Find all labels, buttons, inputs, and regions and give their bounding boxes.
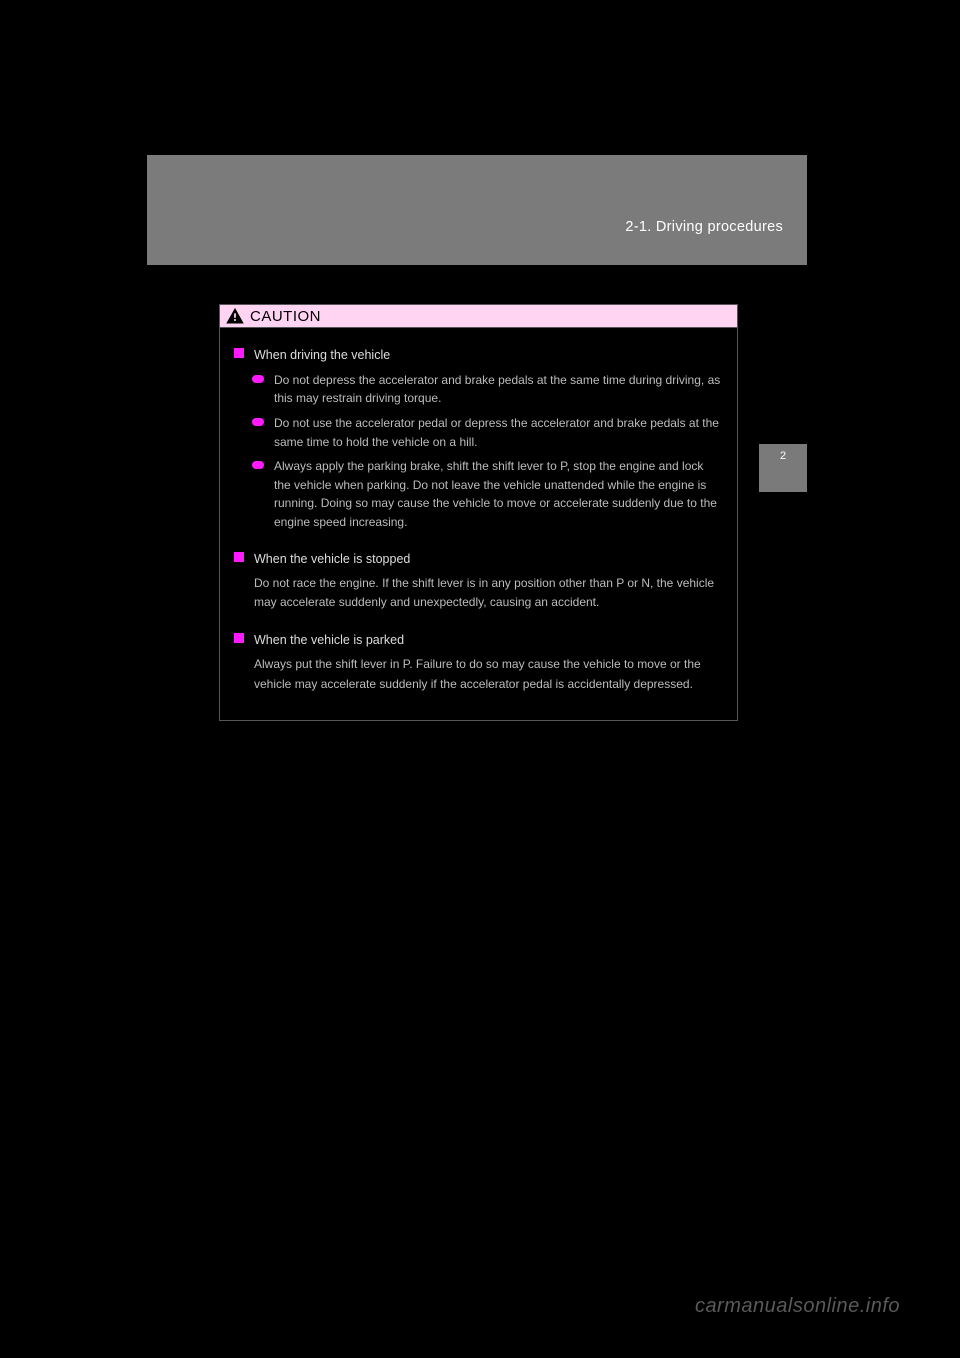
section-heading: When the vehicle is stopped — [234, 550, 723, 569]
caution-section: When driving the vehicle Do not depress … — [234, 346, 723, 532]
caution-box: CAUTION When driving the vehicle Do not … — [219, 304, 738, 721]
section-breadcrumb: 2-1. Driving procedures — [625, 219, 783, 235]
watermark-text: carmanualsonline.info — [695, 1295, 900, 1318]
chapter-number: 2 — [780, 450, 786, 462]
section-heading-text: When driving the vehicle — [254, 348, 390, 362]
list-item: Do not depress the accelerator and brake… — [252, 371, 723, 408]
section-heading-text: When the vehicle is stopped — [254, 552, 410, 566]
square-bullet-icon — [234, 633, 244, 643]
caution-label: CAUTION — [250, 308, 321, 325]
caution-header: CAUTION — [219, 304, 738, 328]
caution-section: When the vehicle is parked Always put th… — [234, 631, 723, 694]
pill-bullet-icon — [252, 375, 264, 383]
list-item: Do not use the accelerator pedal or depr… — [252, 414, 723, 451]
section-paragraph: Do not race the engine. If the shift lev… — [234, 574, 723, 612]
pill-bullet-icon — [252, 461, 264, 469]
section-heading: When driving the vehicle — [234, 346, 723, 365]
page-header-bar: 2-1. Driving procedures — [147, 155, 807, 265]
section-heading: When the vehicle is parked — [234, 631, 723, 650]
pill-bullet-icon — [252, 418, 264, 426]
square-bullet-icon — [234, 348, 244, 358]
bullet-text: Do not use the accelerator pedal or depr… — [274, 414, 723, 451]
square-bullet-icon — [234, 552, 244, 562]
section-paragraph: Always put the shift lever in P. Failure… — [234, 655, 723, 693]
warning-triangle-icon — [226, 308, 244, 324]
chapter-index-tab: 2 — [759, 444, 807, 492]
list-item: Always apply the parking brake, shift th… — [252, 457, 723, 531]
caution-section: When the vehicle is stopped Do not race … — [234, 550, 723, 613]
caution-body: When driving the vehicle Do not depress … — [219, 328, 738, 721]
bullet-text: Always apply the parking brake, shift th… — [274, 457, 723, 531]
section-heading-text: When the vehicle is parked — [254, 633, 404, 647]
bullet-text: Do not depress the accelerator and brake… — [274, 371, 723, 408]
